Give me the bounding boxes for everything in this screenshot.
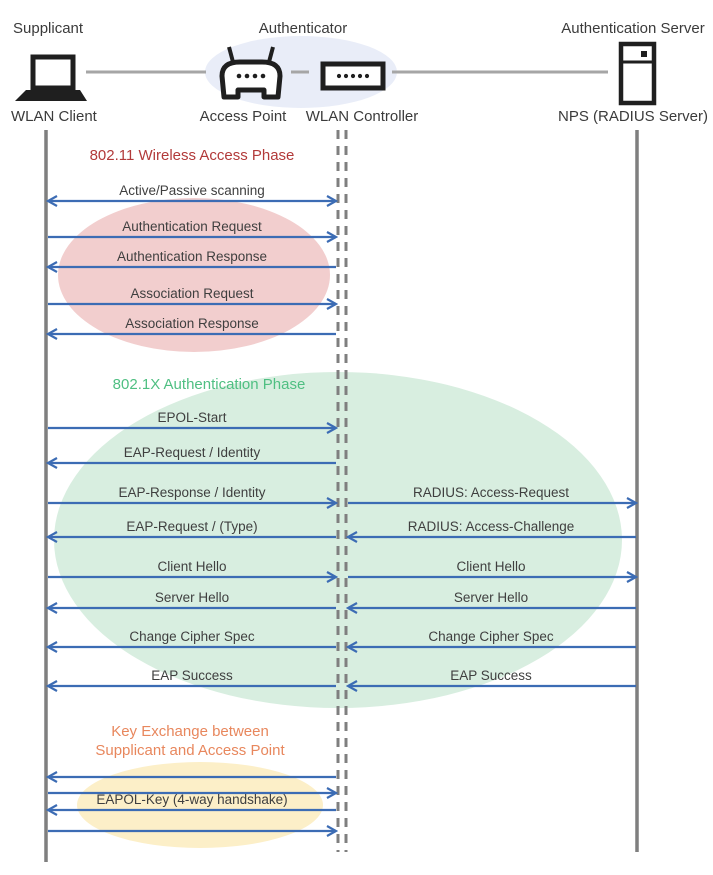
- message-row: Server Hello: [48, 590, 336, 608]
- message-row: EAP Success: [348, 668, 636, 686]
- message-row: EAP-Response / Identity: [48, 485, 336, 503]
- message-label: EPOL-Start: [157, 410, 226, 425]
- phase-ellipse-dot1x-auth: [54, 372, 622, 708]
- message-label: Authentication Response: [117, 249, 267, 264]
- auth-server-role-label: Authentication Server: [561, 20, 704, 37]
- message-row: EPOL-Start: [48, 410, 336, 428]
- supplicant-role-label: Supplicant: [13, 20, 84, 37]
- message-label: EAPOL-Key (4-way handshake): [96, 792, 287, 807]
- message-row: Association Response: [48, 316, 336, 334]
- message-label: EAP-Request / Identity: [124, 445, 261, 460]
- message-label: Server Hello: [454, 590, 528, 605]
- message-label: EAP Success: [450, 668, 532, 683]
- message-row: EAP Success: [48, 668, 336, 686]
- message-label: Client Hello: [157, 559, 226, 574]
- wlan-client-label: WLAN Client: [11, 108, 98, 125]
- message-row: Client Hello: [48, 559, 336, 577]
- phase-title-wireless-access: 802.11 Wireless Access Phase: [90, 147, 295, 164]
- message-label: EAP Success: [151, 668, 233, 683]
- message-row: Authentication Request: [48, 219, 336, 237]
- phase-title-key-exchange-line2: Supplicant and Access Point: [95, 742, 285, 759]
- message-row: EAPOL-Key (4-way handshake): [48, 792, 336, 810]
- phase-title-key-exchange-line1: Key Exchange between: [111, 723, 269, 740]
- message-row: EAP-Request / (Type): [48, 519, 336, 537]
- wlan-controller-icon: [320, 61, 386, 91]
- wlan-controller-label: WLAN Controller: [306, 108, 419, 125]
- message-label: RADIUS: Access-Challenge: [408, 519, 575, 534]
- message-row: Active/Passive scanning: [48, 183, 336, 201]
- message-label: Change Cipher Spec: [428, 629, 554, 644]
- access-point-icon: [219, 46, 283, 100]
- message-label: EAP-Response / Identity: [118, 485, 265, 500]
- message-label: RADIUS: Access-Request: [413, 485, 569, 500]
- phase-title-dot1x-auth: 802.1X Authentication Phase: [113, 376, 306, 393]
- server-icon: [618, 41, 657, 106]
- message-label: Authentication Request: [122, 219, 262, 234]
- message-row: RADIUS: Access-Request: [348, 485, 636, 503]
- message-row: Authentication Response: [48, 249, 336, 267]
- messages-layer: Active/Passive scanning Authentication Re…: [48, 183, 636, 831]
- message-label: Association Response: [125, 316, 259, 331]
- message-label: Association Request: [130, 286, 253, 301]
- message-row: EAP-Request / Identity: [48, 445, 336, 463]
- message-label: Change Cipher Spec: [129, 629, 255, 644]
- access-point-label: Access Point: [200, 108, 288, 125]
- laptop-icon: [15, 54, 87, 101]
- phase-ellipse-key-exchange: [77, 762, 323, 848]
- message-row: Change Cipher Spec: [48, 629, 336, 647]
- message-row: RADIUS: Access-Challenge: [348, 519, 636, 537]
- message-label: Server Hello: [155, 590, 229, 605]
- message-row: Client Hello: [348, 559, 636, 577]
- message-label: Client Hello: [456, 559, 525, 574]
- nps-label: NPS (RADIUS Server): [558, 108, 708, 125]
- message-label: EAP-Request / (Type): [126, 519, 257, 534]
- message-row: Server Hello: [348, 590, 636, 608]
- authenticator-role-label: Authenticator: [259, 20, 347, 37]
- message-label: Active/Passive scanning: [119, 183, 265, 198]
- message-row: Association Request: [48, 286, 336, 304]
- message-row: Change Cipher Spec: [348, 629, 636, 647]
